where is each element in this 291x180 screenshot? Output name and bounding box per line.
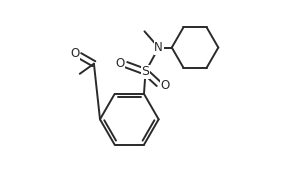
Text: O: O [115,57,125,70]
Text: O: O [70,47,79,60]
Text: O: O [161,79,170,92]
Text: N: N [154,41,163,54]
Text: S: S [141,65,150,78]
